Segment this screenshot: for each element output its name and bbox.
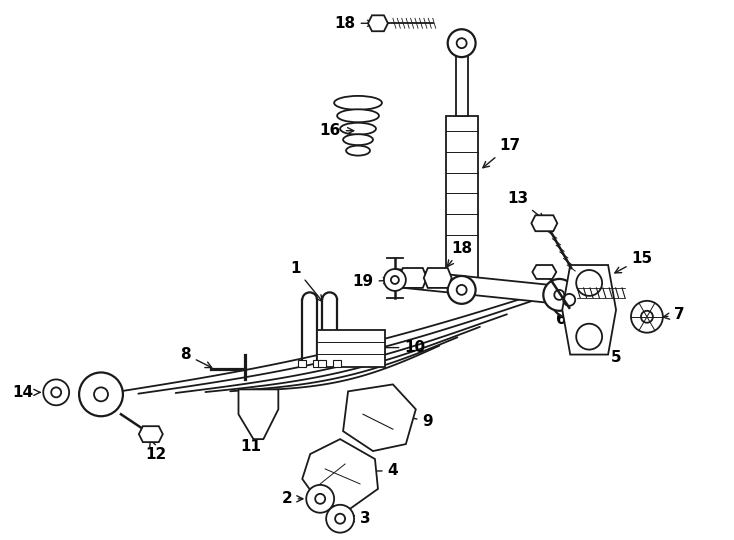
Text: 19: 19 — [352, 274, 390, 289]
Polygon shape — [562, 265, 616, 355]
Bar — [313, 360, 321, 368]
Text: 8: 8 — [181, 347, 211, 368]
Text: 9: 9 — [397, 413, 433, 429]
Polygon shape — [343, 384, 416, 451]
Text: 12: 12 — [145, 440, 167, 462]
Text: 13: 13 — [507, 191, 544, 220]
Ellipse shape — [346, 146, 370, 156]
Ellipse shape — [340, 123, 376, 134]
Bar — [446, 116, 478, 290]
Text: 10: 10 — [377, 340, 426, 355]
Text: 4: 4 — [369, 463, 399, 478]
Ellipse shape — [337, 109, 379, 122]
Circle shape — [551, 282, 587, 318]
Text: 15: 15 — [615, 251, 653, 273]
Text: 16: 16 — [319, 123, 354, 138]
Polygon shape — [532, 265, 556, 279]
Ellipse shape — [343, 134, 373, 145]
Text: 17: 17 — [483, 138, 520, 168]
Bar — [333, 360, 341, 368]
Circle shape — [384, 269, 406, 291]
Text: 3: 3 — [349, 511, 371, 526]
Polygon shape — [239, 389, 278, 439]
Polygon shape — [424, 268, 451, 288]
Text: 1: 1 — [290, 260, 322, 301]
Polygon shape — [399, 268, 426, 288]
Polygon shape — [302, 439, 378, 509]
Circle shape — [448, 276, 476, 304]
Text: 14: 14 — [12, 385, 40, 400]
Text: 18: 18 — [447, 241, 472, 267]
Text: 5: 5 — [595, 349, 622, 365]
Polygon shape — [531, 215, 557, 231]
Circle shape — [43, 380, 69, 406]
Bar — [317, 330, 385, 368]
Text: 18: 18 — [335, 16, 374, 31]
Bar — [456, 49, 468, 116]
Bar — [318, 360, 326, 368]
Text: 11: 11 — [240, 428, 261, 454]
Polygon shape — [394, 269, 560, 304]
Circle shape — [326, 505, 354, 532]
Text: 2: 2 — [282, 491, 303, 507]
Text: 7: 7 — [664, 307, 684, 322]
Circle shape — [306, 485, 334, 513]
Circle shape — [79, 373, 123, 416]
Polygon shape — [368, 15, 388, 31]
Text: 6: 6 — [552, 296, 567, 327]
Circle shape — [631, 301, 663, 333]
Ellipse shape — [334, 96, 382, 110]
Circle shape — [448, 29, 476, 57]
Circle shape — [543, 279, 575, 311]
Bar — [298, 360, 306, 368]
Polygon shape — [139, 426, 163, 442]
